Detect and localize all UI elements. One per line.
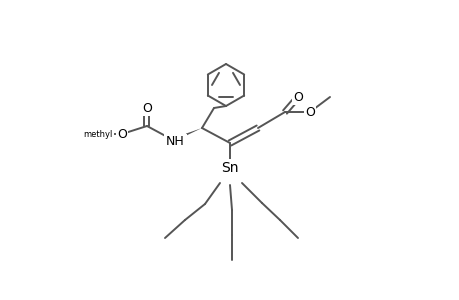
Text: O: O (304, 106, 314, 118)
Text: NH: NH (166, 136, 185, 148)
Text: O: O (292, 91, 302, 103)
Polygon shape (172, 128, 202, 142)
Text: O: O (292, 91, 302, 103)
Text: O: O (117, 128, 127, 140)
Text: O: O (117, 128, 127, 140)
Text: Sn: Sn (221, 161, 238, 175)
Text: O: O (142, 101, 151, 115)
Text: O: O (142, 101, 151, 115)
Text: Sn: Sn (221, 161, 238, 175)
Text: O: O (304, 106, 314, 118)
Text: methyl: methyl (83, 130, 112, 139)
Text: NH: NH (165, 134, 184, 148)
